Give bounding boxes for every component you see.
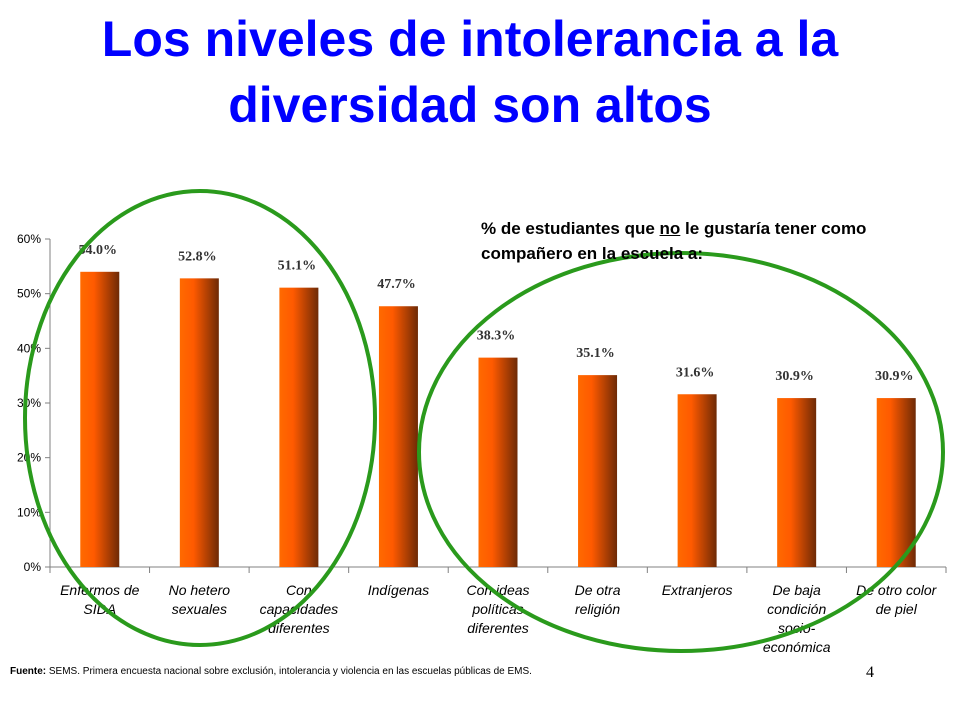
- bar-data-label: 38.3%: [477, 329, 516, 344]
- y-tick-label: 60%: [17, 232, 41, 246]
- chart-axes: 0%10%20%30%40%50%60%: [17, 232, 947, 574]
- bar: [876, 398, 916, 567]
- category-label: religión: [575, 601, 620, 617]
- source-label: Fuente:: [10, 666, 47, 677]
- highlight-circle-right: [417, 251, 945, 653]
- bar: [179, 278, 219, 567]
- category-label: Enfermos de: [60, 582, 140, 598]
- bar-data-label: 51.1%: [278, 259, 317, 274]
- highlight-circle-left: [23, 189, 377, 647]
- bar-data-label: 52.8%: [178, 249, 217, 264]
- subtitle-pre: % de estudiantes que: [481, 219, 660, 238]
- chart-annotations: [23, 189, 945, 653]
- bar: [378, 306, 418, 567]
- category-label: de piel: [876, 601, 918, 617]
- page-number: 4: [866, 664, 874, 681]
- y-tick-label: 50%: [17, 287, 41, 301]
- y-tick-label: 0%: [24, 560, 42, 574]
- y-tick-label: 10%: [17, 505, 41, 519]
- category-label: económica: [763, 639, 831, 655]
- category-label: Con ideas: [466, 582, 529, 598]
- bar-data-label: 35.1%: [576, 346, 615, 361]
- category-label: Extranjeros: [662, 582, 733, 598]
- category-label: políticas: [471, 601, 523, 617]
- source-note: Fuente: SEMS. Primera encuesta nacional …: [10, 666, 532, 677]
- slide-title: Los niveles de intolerancia a la diversi…: [0, 6, 940, 138]
- category-label: De otra: [575, 582, 621, 598]
- source-text: SEMS. Primera encuesta nacional sobre ex…: [46, 666, 532, 677]
- subtitle-underlined: no: [659, 219, 681, 238]
- category-label: Indígenas: [368, 582, 430, 598]
- chart-bars: [80, 271, 916, 567]
- bar: [677, 394, 717, 567]
- title-line-1: Los niveles de intolerancia a la: [101, 11, 839, 67]
- bar: [279, 287, 319, 567]
- bar: [777, 398, 817, 567]
- category-label: capacidades: [260, 601, 339, 617]
- category-label: condición: [767, 601, 826, 617]
- bar: [478, 357, 518, 567]
- category-label: No hetero: [169, 582, 231, 598]
- bar-data-label: 54.0%: [79, 243, 118, 258]
- subtitle-post: le gustaría tener como compañero en la e…: [481, 219, 867, 263]
- bar: [578, 375, 618, 567]
- chart-subtitle: % de estudiantes que no le gustaría tene…: [481, 216, 951, 266]
- y-tick-label: 40%: [17, 341, 41, 355]
- chart-data-labels: 54.0% 52.8% 51.1% 47.7% 38.3% 35.1% 31.6% 30.9%…: [79, 243, 914, 384]
- bar-data-label: 31.6%: [676, 365, 715, 380]
- category-label: diferentes: [467, 620, 528, 636]
- category-label: diferentes: [268, 620, 329, 636]
- bar-data-label: 30.9%: [775, 369, 814, 384]
- bar-data-label: 30.9%: [875, 369, 914, 384]
- title-line-2: diversidad son altos: [228, 77, 712, 133]
- bar-data-label: 47.7%: [377, 277, 416, 292]
- category-label: sexuales: [172, 601, 227, 617]
- y-tick-label: 30%: [17, 396, 41, 410]
- bar: [80, 271, 120, 567]
- category-label: Con: [286, 582, 312, 598]
- category-label: De baja: [773, 582, 821, 598]
